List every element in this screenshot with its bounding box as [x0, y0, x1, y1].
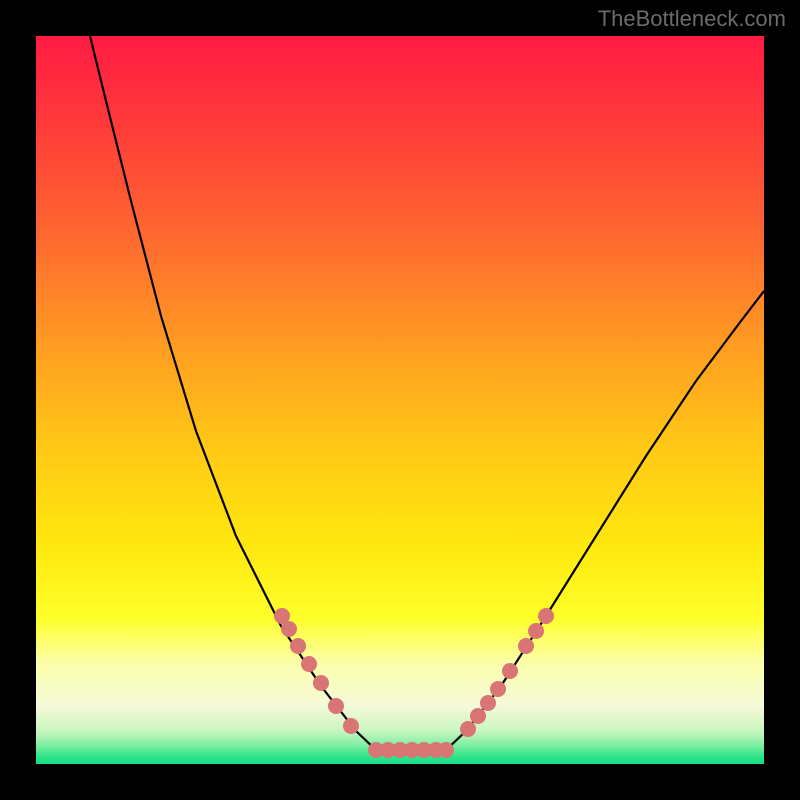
- data-marker: [290, 638, 306, 654]
- chart-container: TheBottleneck.com: [0, 0, 800, 800]
- data-marker: [343, 718, 359, 734]
- data-marker: [502, 663, 518, 679]
- data-marker: [328, 698, 344, 714]
- data-marker: [480, 695, 496, 711]
- data-marker: [538, 608, 554, 624]
- data-marker: [301, 656, 317, 672]
- plot-svg: [36, 36, 764, 764]
- data-marker: [281, 621, 297, 637]
- gradient-background: [36, 36, 764, 764]
- watermark-text: TheBottleneck.com: [598, 6, 786, 32]
- data-marker: [470, 708, 486, 724]
- data-marker: [460, 721, 476, 737]
- plot-area: [36, 36, 764, 764]
- data-marker: [313, 675, 329, 691]
- data-marker: [438, 742, 454, 758]
- data-marker: [490, 681, 506, 697]
- data-marker: [528, 623, 544, 639]
- data-marker: [518, 638, 534, 654]
